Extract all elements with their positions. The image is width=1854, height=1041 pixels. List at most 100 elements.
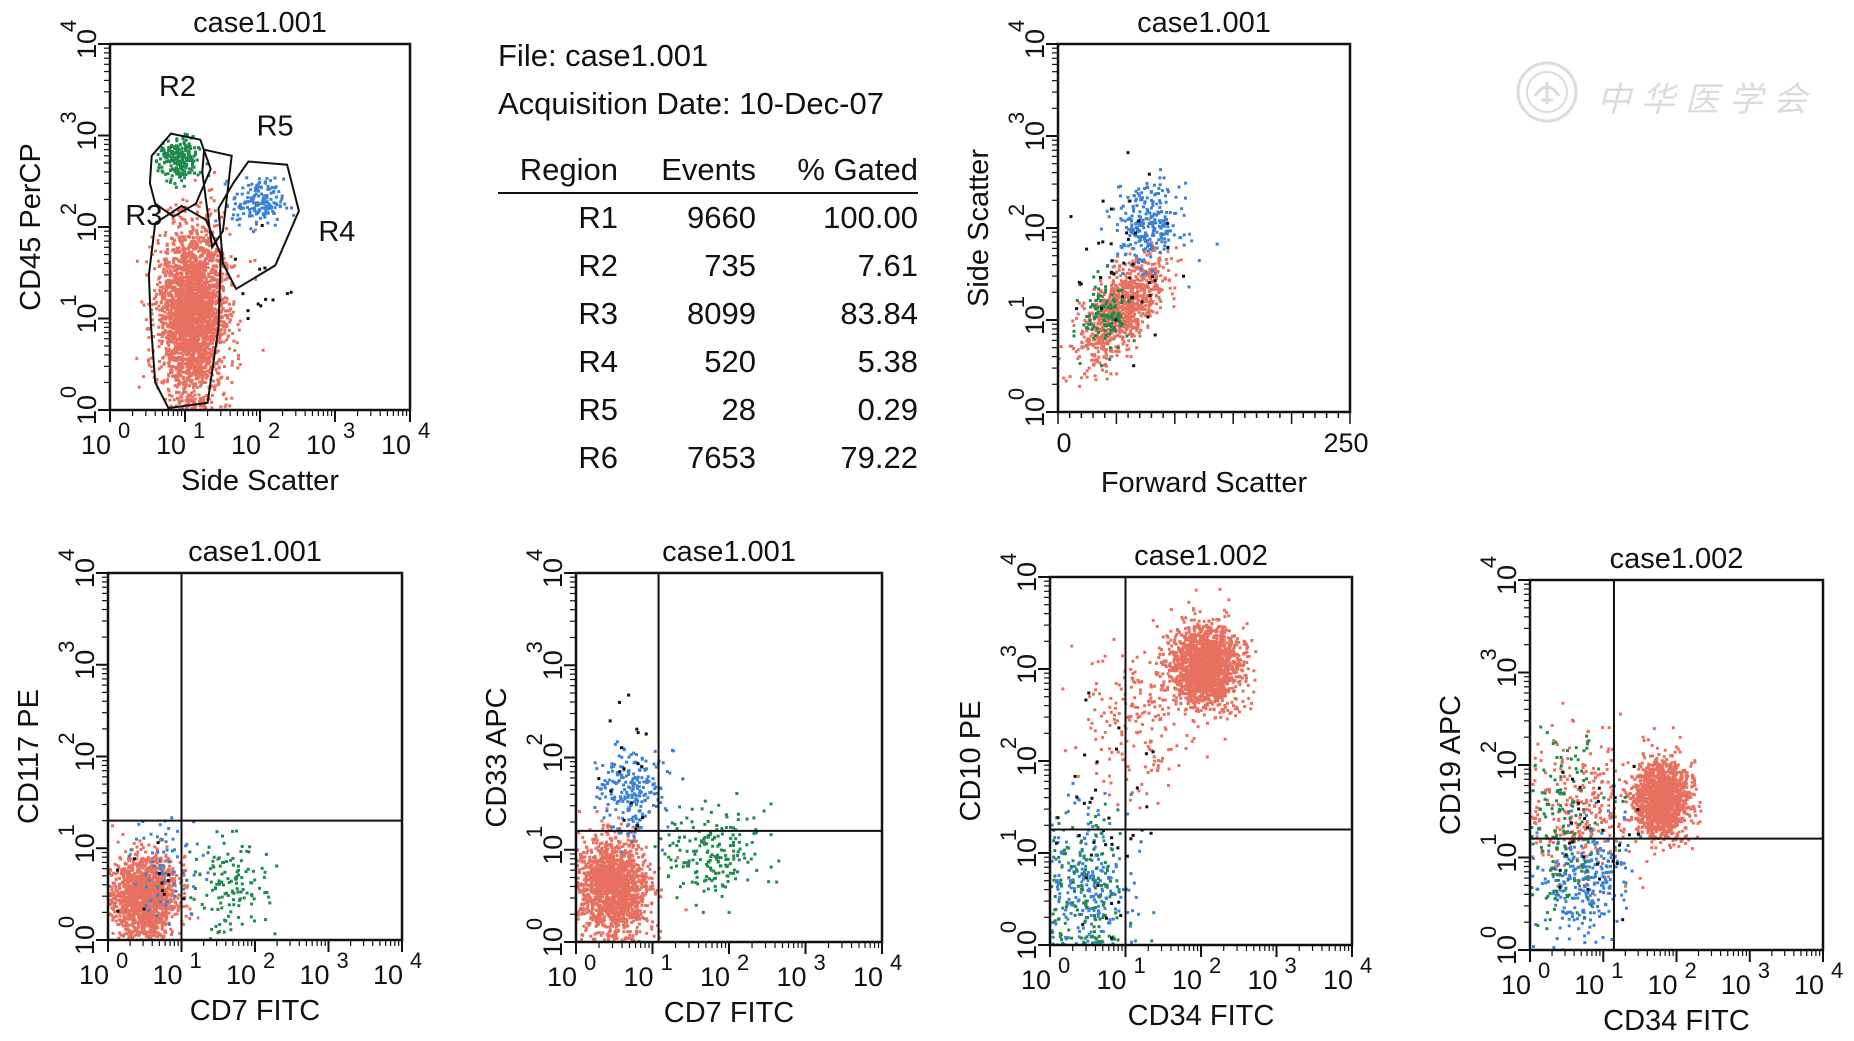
gated-cell: 100.00	[823, 200, 918, 235]
x-tick-exponent: 0	[1058, 953, 1070, 978]
x-tick-label: 10	[299, 960, 329, 990]
x-tick-label: 10	[81, 430, 111, 460]
gated-cell: 79.22	[840, 440, 918, 475]
y-tick-exponent: 1	[1004, 296, 1029, 308]
y-tick-label: 10	[70, 558, 100, 588]
y-tick-label: 10	[72, 29, 102, 59]
y-tick-label: 10	[1012, 562, 1042, 592]
y-tick-exponent: 4	[56, 20, 81, 32]
y-axis-label: CD45 PerCP	[15, 143, 47, 311]
x-tick-exponent: 3	[814, 950, 826, 975]
x-tick-exponent: 4	[410, 948, 422, 973]
gated-cell: 83.84	[840, 296, 918, 331]
x-tick-exponent: 3	[343, 418, 355, 443]
x-tick-exponent: 2	[737, 950, 749, 975]
x-tick-exponent: 0	[1538, 958, 1550, 983]
x-tick-exponent: 2	[1685, 958, 1697, 983]
y-tick-exponent: 2	[56, 203, 81, 215]
gate-label: R5	[257, 111, 294, 143]
x-tick-label: 10	[1647, 970, 1677, 1000]
chart-title: case1.001	[193, 7, 327, 39]
y-tick-label: 10	[1020, 121, 1050, 151]
y-tick-exponent: 1	[1476, 833, 1501, 845]
y-tick-exponent: 4	[1476, 556, 1501, 568]
chart-title: case1.002	[1134, 540, 1268, 572]
watermark-logo: 中华医学会	[1515, 60, 1835, 124]
y-tick-exponent: 1	[522, 826, 547, 838]
x-tick-exponent: 1	[190, 948, 202, 973]
y-tick-exponent: 0	[56, 386, 81, 398]
acquisition-info: File: case1.001 Acquisition Date: 10-Dec…	[498, 32, 918, 482]
x-tick-exponent: 0	[584, 950, 596, 975]
column-header: Events	[618, 148, 756, 194]
x-tick-exponent: 4	[1831, 958, 1843, 983]
x-tick-label: 10	[1096, 965, 1126, 995]
y-tick-label: 10	[1492, 657, 1522, 687]
y-tick-label: 10	[1492, 750, 1522, 780]
x-tick-label: 10	[547, 962, 577, 992]
gate-label: R4	[318, 216, 355, 248]
column-header: Region	[498, 148, 618, 194]
y-tick-label: 10	[1020, 213, 1050, 243]
acquisition-date: Acquisition Date: 10-Dec-07	[498, 86, 884, 121]
y-tick-exponent: 2	[522, 733, 547, 745]
y-tick-exponent: 0	[522, 918, 547, 930]
gated-cell: 0.29	[857, 392, 918, 427]
y-tick-exponent: 1	[996, 829, 1021, 841]
file-name: File: case1.001	[498, 38, 709, 73]
x-tick-label: 10	[1323, 965, 1353, 995]
y-tick-exponent: 0	[996, 921, 1021, 933]
y-tick-exponent: 3	[54, 641, 79, 653]
y-tick-label: 10	[70, 650, 100, 680]
x-tick-label: 10	[231, 430, 261, 460]
x-axis-label: CD34 FITC	[1128, 1000, 1275, 1032]
events-cell: 9660	[687, 200, 756, 235]
x-tick-label: 10	[700, 962, 730, 992]
table-row: R6 7653 79.22	[498, 434, 918, 482]
event-points	[1058, 151, 1219, 388]
region-cell: R1	[578, 200, 618, 235]
x-tick-label: 10	[1172, 965, 1202, 995]
y-tick-label: 10	[70, 833, 100, 863]
chart-title: case1.001	[188, 536, 322, 568]
y-tick-label: 10	[1492, 935, 1522, 965]
x-tick-label: 10	[1574, 970, 1604, 1000]
y-axis-label: CD10 PE	[955, 701, 987, 822]
x-tick-label: 10	[853, 962, 883, 992]
table-row: R1 9660 100.00	[498, 193, 918, 242]
event-points	[108, 816, 279, 940]
y-tick-label: 10	[538, 558, 568, 588]
x-tick-label: 10	[226, 960, 256, 990]
y-tick-label: 10	[538, 742, 568, 772]
y-tick-exponent: 4	[996, 553, 1021, 565]
region-cell: R6	[578, 440, 618, 475]
x-tick-label: 10	[1247, 965, 1277, 995]
x-tick-label: 0	[1056, 428, 1071, 458]
x-tick-exponent: 2	[263, 948, 275, 973]
y-tick-label: 10	[1012, 654, 1042, 684]
table-row: R5 28 0.29	[498, 386, 918, 434]
y-axis-label: CD117 PE	[13, 689, 45, 824]
x-tick-exponent: 4	[1360, 953, 1372, 978]
x-tick-exponent: 1	[193, 418, 205, 443]
x-tick-label: 10	[381, 430, 411, 460]
y-tick-label: 10	[538, 650, 568, 680]
y-tick-label: 10	[1020, 397, 1050, 427]
y-tick-exponent: 3	[56, 111, 81, 123]
y-tick-label: 10	[72, 212, 102, 242]
events-cell: 735	[704, 248, 756, 283]
x-axis-label: CD34 FITC	[1603, 1005, 1750, 1037]
region-stats-table: Region Events % Gated R1 9660 100.00 R2 …	[498, 148, 918, 482]
y-tick-exponent: 0	[54, 916, 79, 928]
event-points	[1050, 587, 1258, 945]
region-cell: R3	[578, 296, 618, 331]
x-tick-exponent: 3	[1285, 953, 1297, 978]
x-tick-exponent: 2	[268, 418, 280, 443]
table-row: R2 735 7.61	[498, 242, 918, 290]
y-tick-exponent: 3	[1476, 648, 1501, 660]
gated-cell: 7.61	[857, 248, 918, 283]
region-cell: R2	[578, 248, 618, 283]
